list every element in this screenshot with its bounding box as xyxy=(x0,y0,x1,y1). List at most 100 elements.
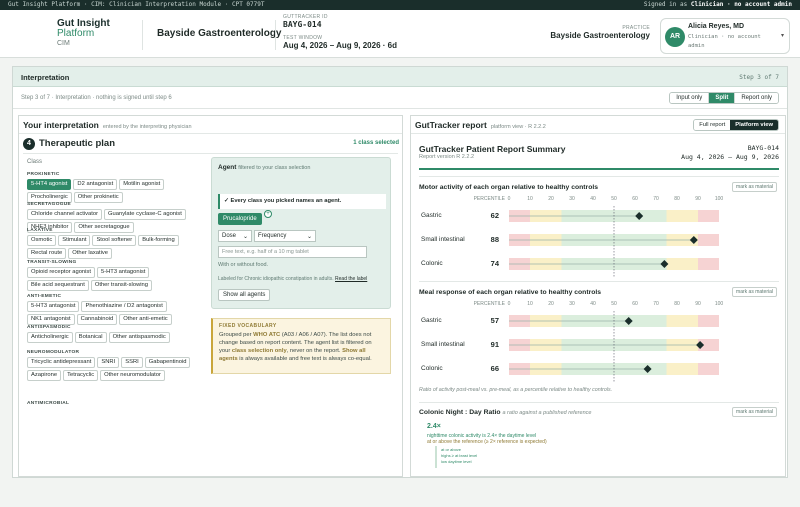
tick-label: 80 xyxy=(674,301,680,307)
selection-count: 1 class selected xyxy=(353,140,399,146)
percentile-marker xyxy=(689,236,698,244)
window-label: TEST WINDOW xyxy=(283,35,323,41)
class-chip[interactable]: Botanical xyxy=(74,332,107,343)
user-name: Alicia Reyes, MD xyxy=(688,23,745,30)
show-all-agents-button[interactable]: Show all agents xyxy=(218,289,271,301)
class-chip[interactable]: Cannabinoid xyxy=(76,314,118,325)
mark-as-material-button[interactable]: mark as material xyxy=(732,407,777,417)
class-chip[interactable]: Other secretagogue xyxy=(74,222,134,233)
class-chip[interactable]: Other prokinetic xyxy=(73,192,123,203)
tick-label: 0 xyxy=(508,301,511,307)
divider xyxy=(23,153,398,154)
tick-label: 60 xyxy=(632,301,638,307)
class-chip[interactable]: Gabapentinoid xyxy=(144,357,191,368)
app-header: Gut Insight Platform CIM Bayside Gastroe… xyxy=(0,10,800,58)
class-chip[interactable]: Stimulant xyxy=(58,235,91,246)
class-chip[interactable]: Chloride channel activator xyxy=(27,209,103,220)
class-group-label: ANTISPASMODIC xyxy=(27,325,71,330)
free-text-input[interactable]: Free text, e.g. half of a 10 mg tablet xyxy=(218,246,367,258)
class-chip[interactable]: Other transit-slowing xyxy=(90,280,152,291)
tick-label: 50 xyxy=(611,301,617,307)
class-chip[interactable]: Other laxative xyxy=(68,248,113,259)
brand-logo[interactable]: Gut Insight Platform CIM xyxy=(57,19,110,49)
class-chip[interactable]: SNRI xyxy=(97,357,120,368)
class-group-label: NEUROMODULATOR xyxy=(27,350,80,355)
class-chip[interactable]: 5-HT3 antagonist xyxy=(96,267,150,278)
class-chip[interactable]: Azapirone xyxy=(27,370,62,381)
view-report-only[interactable]: Report only xyxy=(734,93,778,103)
add-icon[interactable]: + xyxy=(264,210,272,218)
report-title-block: GutTracker Patient Report Summary Report… xyxy=(419,144,779,160)
panel-header: GutTracker report platform view · R 2.2.2… xyxy=(411,116,785,134)
ratio-line5: low daytime level xyxy=(441,459,472,464)
class-chip[interactable]: NK1 antagonist xyxy=(27,314,75,325)
view-full-report[interactable]: Full report xyxy=(694,120,731,130)
reference-band xyxy=(666,315,698,327)
class-chip[interactable]: Other antispasmodic xyxy=(108,332,170,343)
organ-label: Gastric xyxy=(421,317,442,324)
view-platform[interactable]: Platform view xyxy=(730,120,778,130)
class-chip[interactable]: Osmotic xyxy=(27,235,57,246)
class-chip[interactable]: 5-HT3 antagonist xyxy=(27,301,80,312)
class-chip[interactable]: Motilin agonist xyxy=(119,179,165,190)
food-note: With or without food. xyxy=(218,262,269,268)
dose-select[interactable]: Dose ⌄ xyxy=(218,230,252,242)
class-chip[interactable]: Other neuromodulator xyxy=(100,370,165,381)
mark-as-material-button[interactable]: mark as material xyxy=(732,182,777,192)
class-chip[interactable]: Tricyclic antidepressant xyxy=(27,357,96,368)
class-chip[interactable]: SSRI xyxy=(121,357,143,368)
class-group: ANTISPASMODIC Anticholinergic Botanical Oth… xyxy=(27,325,207,343)
user-menu[interactable]: AR Alicia Reyes, MD Clinician · no accou… xyxy=(660,18,790,54)
tick-label: 100 xyxy=(715,301,724,307)
chevron-down-icon: ⌄ xyxy=(306,234,312,240)
class-chip[interactable]: D2 antagonist xyxy=(73,179,118,190)
organ-label: Gastric xyxy=(421,212,442,219)
tick-label: 30 xyxy=(569,196,575,202)
percentile-value: 57 xyxy=(490,316,499,325)
mark-as-material-button[interactable]: mark as material xyxy=(732,287,777,297)
tick-label: 80 xyxy=(674,196,680,202)
divider xyxy=(142,20,143,50)
ratio-value: 2.4× xyxy=(427,423,441,430)
agent-ok-banner: ✓ Every class you picked names an agent. xyxy=(218,194,386,209)
tracker-label: GUTTRACKER ID xyxy=(283,14,328,20)
class-group-label: TRANSIT-SLOWING xyxy=(27,260,77,265)
class-chip[interactable]: Procholinergic xyxy=(27,192,72,203)
view-input-only[interactable]: Input only xyxy=(670,93,709,103)
frequency-select[interactable]: Frequency ⌄ xyxy=(254,230,316,242)
class-chip[interactable]: Rectal route xyxy=(27,248,67,259)
panel-title: Your interpretation entered by the interp… xyxy=(23,120,192,130)
percentile-marker xyxy=(624,317,633,325)
class-group-label: ANTIMICROBIAL xyxy=(27,401,70,406)
class-chip[interactable]: Stool softener xyxy=(92,235,137,246)
report-window: Aug 4, 2026 – Aug 9, 2026 xyxy=(681,153,779,161)
class-group: LAXATIVE Osmotic Stimulant Stool softener Bu… xyxy=(27,228,207,259)
report-panel: GutTracker report platform view · R 2.2.2… xyxy=(410,115,786,477)
class-chip[interactable]: 5-HT4 agonist xyxy=(27,179,72,190)
class-chip[interactable]: Other anti-emetic xyxy=(119,314,172,325)
view-split[interactable]: Split xyxy=(708,93,735,103)
class-chip[interactable]: Tetracyclic xyxy=(63,370,99,381)
class-chip[interactable]: Opioid receptor agonist xyxy=(27,267,95,278)
practice-info: PRACTICE Bayside Gastroenterology xyxy=(550,25,650,40)
percentile-chart: PERCENTILE 0 10 20 30 40 50 60 70 80 90 100 xyxy=(474,196,723,278)
percentile-marker xyxy=(643,365,652,373)
section-header: Interpretation Step 3 of 7 xyxy=(13,67,787,87)
selected-agent-chip[interactable]: Prucalopride xyxy=(218,213,262,225)
read-label-link[interactable]: Read the label xyxy=(335,276,368,282)
reference-band xyxy=(698,363,719,375)
panel-header: Your interpretation entered by the interp… xyxy=(19,116,402,134)
class-chip[interactable]: Guanylate cyclase-C agonist xyxy=(104,209,186,220)
class-chip[interactable]: NHE3 inhibitor xyxy=(27,222,73,233)
class-chip[interactable]: Bulk-forming xyxy=(138,235,179,246)
class-chip[interactable]: Anticholinergic xyxy=(27,332,73,343)
tick-label: 40 xyxy=(590,196,596,202)
report-id-block: BAYG-014 Aug 4, 2026 – Aug 9, 2026 xyxy=(681,144,779,162)
section-title: Interpretation xyxy=(21,73,70,82)
class-chip[interactable]: Bile acid sequestrant xyxy=(27,280,89,291)
ratio-line3: at or above xyxy=(441,447,462,452)
percentile-value: 74 xyxy=(490,259,499,268)
report-panel-subtitle: platform view · R 2.2.2 xyxy=(490,124,546,130)
class-chip[interactable]: Phenothiazine / D2 antagonist xyxy=(81,301,167,312)
section-title: Motor activity of each organ relative to… xyxy=(419,184,599,191)
